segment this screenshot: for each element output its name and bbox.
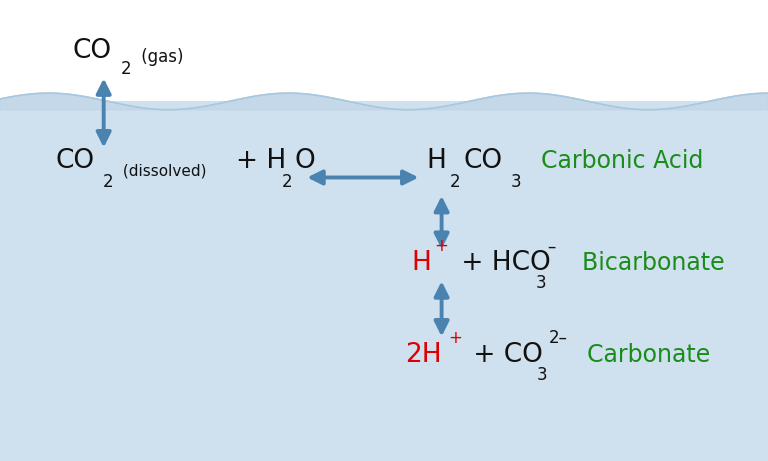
Text: + CO: + CO xyxy=(465,342,542,368)
Text: CO: CO xyxy=(73,38,112,64)
Text: 2: 2 xyxy=(103,173,114,191)
Text: 2–: 2– xyxy=(549,330,568,348)
Text: 3: 3 xyxy=(537,366,548,384)
Text: 2: 2 xyxy=(282,173,293,191)
Text: 3: 3 xyxy=(536,274,547,292)
Text: –: – xyxy=(548,237,556,255)
Text: O: O xyxy=(295,148,316,174)
Text: 2: 2 xyxy=(449,173,460,191)
Text: CO: CO xyxy=(55,148,94,174)
Text: + H: + H xyxy=(236,148,286,174)
Text: +: + xyxy=(449,330,462,348)
Text: + HCO: + HCO xyxy=(453,250,551,276)
Text: H: H xyxy=(426,148,446,174)
Text: 3: 3 xyxy=(511,173,521,191)
Text: Carbonic Acid: Carbonic Acid xyxy=(526,149,703,173)
Text: H: H xyxy=(411,250,431,276)
Text: CO: CO xyxy=(463,148,502,174)
Text: 2H: 2H xyxy=(405,342,442,368)
Text: +: + xyxy=(434,237,448,255)
Text: Carbonate: Carbonate xyxy=(572,343,710,367)
Text: Bicarbonate: Bicarbonate xyxy=(567,251,724,275)
Text: (gas): (gas) xyxy=(136,48,184,66)
Text: 2: 2 xyxy=(121,60,131,78)
Bar xyxy=(0,101,768,461)
Text: (dissolved): (dissolved) xyxy=(118,163,207,178)
